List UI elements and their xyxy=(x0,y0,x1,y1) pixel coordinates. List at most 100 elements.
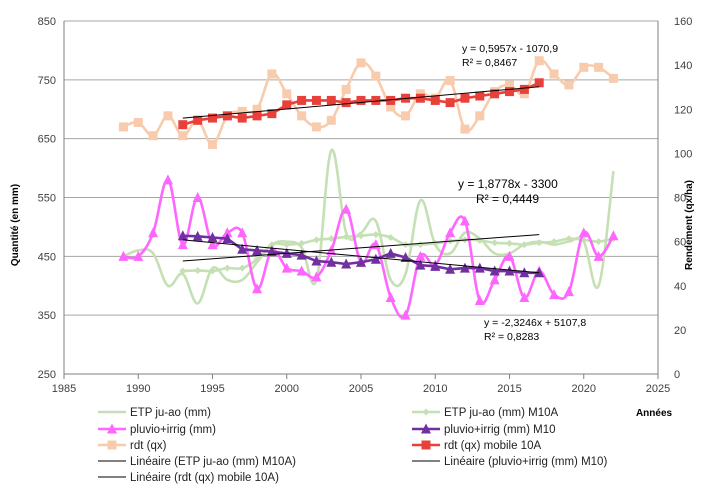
data-point xyxy=(356,95,366,105)
data-point xyxy=(593,250,604,261)
data-point xyxy=(148,131,158,141)
y2-tick-label: 60 xyxy=(674,237,686,249)
x-tick-label: 1990 xyxy=(126,383,150,395)
data-point xyxy=(400,252,411,263)
y-tick-label: 250 xyxy=(38,369,56,381)
data-point xyxy=(283,241,291,249)
data-point xyxy=(208,140,217,150)
data-point xyxy=(192,192,203,202)
data-point xyxy=(400,309,411,320)
data-point xyxy=(267,69,277,79)
y2-tick-label: 20 xyxy=(674,325,686,337)
legend-item: rdt (qx) mobile 10A xyxy=(412,440,541,452)
y2-tick-label: 140 xyxy=(674,60,692,72)
y2-tick-label: 160 xyxy=(674,16,692,28)
x-tick-label: 2005 xyxy=(349,383,373,395)
x-tick-label: 1995 xyxy=(200,383,224,395)
series-line xyxy=(122,58,615,146)
data-point xyxy=(415,259,426,270)
data-point xyxy=(207,232,218,243)
data-point xyxy=(326,115,336,125)
data-point xyxy=(118,122,128,132)
x-tick-label: 2025 xyxy=(646,383,670,395)
data-point xyxy=(445,263,456,274)
y2-tick-label: 80 xyxy=(674,193,686,205)
data-point xyxy=(178,131,188,141)
data-point xyxy=(594,62,604,72)
data-point xyxy=(327,235,335,243)
data-point xyxy=(237,243,248,254)
series-line xyxy=(123,178,615,319)
legend-label: rdt (qx) mobile 10A xyxy=(444,440,541,452)
data-point xyxy=(252,244,263,255)
data-point xyxy=(445,98,455,108)
data-point xyxy=(162,174,173,185)
data-point xyxy=(535,239,543,247)
data-point xyxy=(237,227,248,238)
data-point xyxy=(445,76,455,86)
y-tick-label: 450 xyxy=(38,251,56,263)
x-tick-label: 2020 xyxy=(572,383,596,395)
data-point xyxy=(356,256,366,267)
data-point xyxy=(505,87,514,97)
legend-label: pluvio+irrig (mm) xyxy=(130,424,216,436)
trendline xyxy=(182,234,540,262)
data-point xyxy=(475,91,485,101)
y2-tick-label: 100 xyxy=(674,148,692,160)
data-point xyxy=(578,227,589,238)
data-point xyxy=(282,89,292,99)
data-point xyxy=(430,95,440,105)
trend-equation: y = 0,5957x - 1070,9 R² = 0,8467 xyxy=(462,43,558,69)
x-tick-label: 1985 xyxy=(52,383,76,395)
data-point xyxy=(489,265,500,276)
data-point xyxy=(341,203,352,214)
data-point xyxy=(326,256,337,267)
data-point xyxy=(296,265,307,276)
legend-label: Linéaire (rdt (qx) mobile 10A) xyxy=(130,472,279,484)
data-point xyxy=(371,71,381,81)
axes: 250 350 450 550 650 750 850 0 20 40 60 80 100 120 140 1… xyxy=(38,16,693,395)
y-tick-label: 750 xyxy=(38,75,56,87)
data-point xyxy=(430,260,441,271)
y2-tick-label: 0 xyxy=(674,369,680,381)
legend-item: rdt (qx) xyxy=(98,440,167,452)
series-4 xyxy=(118,56,618,150)
data-point xyxy=(312,236,320,244)
data-point xyxy=(163,111,173,121)
data-point xyxy=(193,115,203,125)
data-point xyxy=(298,239,306,247)
data-point xyxy=(296,249,307,260)
y-tick-label: 650 xyxy=(38,134,56,146)
data-point xyxy=(179,267,187,275)
data-point xyxy=(194,266,202,274)
data-point xyxy=(252,111,262,121)
data-point xyxy=(504,250,515,261)
data-point xyxy=(192,230,203,241)
data-point xyxy=(519,292,530,303)
equation-text: y = -2,3246x + 5107,8 xyxy=(484,317,586,329)
r2-text: R² = 0,8283 xyxy=(484,331,539,343)
legend-item: pluvio+irrig (mm) M10 xyxy=(412,423,556,436)
data-point xyxy=(118,250,129,261)
r2-text: R² = 0,8467 xyxy=(462,57,517,69)
legend: ETP ju-ao (mm) ETP ju-ao (mm) M10A pluvio+… xyxy=(98,407,607,484)
data-point xyxy=(266,246,277,257)
data-point xyxy=(341,258,352,269)
data-point xyxy=(252,283,263,294)
x-tick-label: 2010 xyxy=(423,383,447,395)
data-point xyxy=(208,113,217,123)
data-point xyxy=(222,111,232,121)
series-line xyxy=(122,148,615,305)
legend-marker xyxy=(421,440,431,450)
legend-item: ETP ju-ao (mm) M10A xyxy=(412,407,559,419)
series-1 xyxy=(179,231,617,275)
data-point xyxy=(563,286,574,297)
data-point xyxy=(253,255,261,263)
y-tick-label: 550 xyxy=(38,193,56,205)
legend-label: ETP ju-ao (mm) M10A xyxy=(444,407,559,419)
trendlines-layer xyxy=(182,86,540,274)
data-point xyxy=(491,239,499,247)
data-point xyxy=(207,239,218,250)
